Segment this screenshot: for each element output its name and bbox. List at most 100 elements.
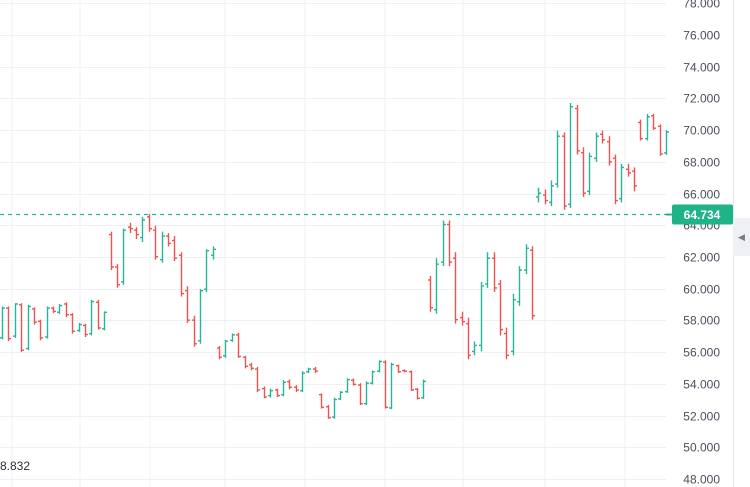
collapse-panel-button[interactable]: ◀ <box>733 218 750 256</box>
ohlc-bar-down <box>217 346 222 360</box>
ohlc-bar-down <box>319 393 324 409</box>
last-price-badge <box>672 204 733 225</box>
y-tick-label: 50.000 <box>683 441 720 455</box>
ohlc-bar-down <box>51 306 56 314</box>
ohlc-bar-down <box>396 364 401 373</box>
ohlc-bar-up <box>0 306 5 340</box>
ohlc-bar-up <box>338 391 343 401</box>
ohlc-bar-up <box>517 266 522 306</box>
ohlc-bar-down <box>166 233 171 247</box>
ohlc-bar-down <box>383 360 388 409</box>
low-price-label: 8.832 <box>0 459 31 473</box>
grid-lines <box>0 0 666 487</box>
ohlc-bar-up <box>13 303 18 338</box>
ohlc-bar-down <box>294 385 299 393</box>
ohlc-bar-down <box>415 388 420 400</box>
ohlc-bar-down <box>409 370 414 392</box>
ohlc-bar-down <box>498 279 503 336</box>
ohlc-bar-up <box>121 228 126 285</box>
ohlc-bar-down <box>460 311 465 326</box>
ohlc-bar-down <box>128 222 133 234</box>
ohlc-bar-down <box>38 319 43 341</box>
ohlc-bar-down <box>562 132 567 210</box>
ohlc-bar-down <box>613 154 618 205</box>
ohlc-bar-up <box>26 304 31 351</box>
y-tick-label: 52.000 <box>683 410 720 424</box>
ohlc-bar-down <box>581 147 586 197</box>
ohlc-bar-up <box>434 258 439 314</box>
ohlc-bar-up <box>619 163 624 203</box>
chevron-left-icon: ◀ <box>738 231 745 242</box>
ohlc-bar-up <box>549 180 554 207</box>
ohlc-bar-up <box>568 103 573 208</box>
ohlc-bar-down <box>447 220 452 267</box>
y-tick-label: 60.000 <box>683 283 720 297</box>
y-tick-label: 68.000 <box>683 156 720 170</box>
ohlc-bar-down <box>275 388 280 397</box>
ohlc-bar-down <box>96 299 101 330</box>
ohlc-bar-down <box>607 136 612 166</box>
ohlc-bar-up <box>223 339 228 358</box>
y-tick-label: 74.000 <box>683 61 720 75</box>
ohlc-bar-down <box>185 286 190 324</box>
ohlc-bar-up <box>102 311 107 331</box>
ohlc-bar-down <box>575 104 580 155</box>
ohlc-bar-down <box>6 306 11 342</box>
ohlc-bar-down <box>153 225 158 260</box>
ohlc-bar-up <box>160 231 165 263</box>
y-tick-label: 76.000 <box>683 29 720 43</box>
ohlc-bar-up <box>211 246 216 260</box>
ohlc-bar-down <box>530 246 535 320</box>
ohlc-bar-down <box>243 355 248 369</box>
ohlc-bar-down <box>134 227 139 240</box>
ohlc-bar-up <box>230 333 235 342</box>
ohlc-bar-up <box>198 289 203 344</box>
ohlc-bar-up <box>389 362 394 410</box>
y-tick-label: 58.000 <box>683 314 720 328</box>
ohlc-bar-up <box>645 113 650 141</box>
y-tick-label: 78.000 <box>683 0 720 11</box>
ohlc-bar-up <box>555 130 560 188</box>
ohlc-bar-down <box>313 366 318 374</box>
price-axis[interactable]: 48.000 50.000 52.000 54.000 56.000 58.000 60.0… <box>666 0 733 487</box>
ohlc-bar-up <box>441 220 446 267</box>
ohlc-bar-up <box>370 370 375 385</box>
ohlc-bar-down <box>262 386 267 399</box>
y-tick-label: 62.000 <box>683 251 720 265</box>
ohlc-bar-down <box>492 252 497 292</box>
ohlc-bar-up <box>536 187 541 203</box>
ohlc-bar-down <box>632 167 637 192</box>
ohlc-bar-down <box>32 307 37 325</box>
ohlc-bar-down <box>147 213 152 232</box>
ohlc-bar-up <box>472 341 477 356</box>
ohlc-bar-down <box>287 379 292 390</box>
ohlc-bar-up <box>140 216 145 242</box>
ohlc-bar-down <box>504 327 509 360</box>
ohlc-bar-down <box>638 119 643 141</box>
y-tick-label: 54.000 <box>683 378 720 392</box>
y-tick-label: 70.000 <box>683 124 720 138</box>
ohlc-bar-down <box>600 130 605 144</box>
ohlc-bar-down <box>109 231 114 270</box>
ohlc-bar-up <box>511 293 516 356</box>
ohlc-bar-down <box>651 113 656 131</box>
ohlc-bar-down <box>453 252 458 324</box>
ohlc-bar-down <box>326 404 331 419</box>
ohlc-bar-down <box>172 236 177 262</box>
ohlc-bar-down <box>428 276 433 312</box>
ohlc-bar-up <box>204 249 209 293</box>
ohlc-bars <box>0 103 669 419</box>
ohlc-bar-down <box>19 303 24 352</box>
ohlc-bar-up <box>664 130 669 155</box>
ohlc-bar-up <box>364 381 369 405</box>
ohlc-bar-up <box>485 252 490 288</box>
ohlc-bar-up <box>421 379 426 399</box>
ohlc-bar-up <box>281 380 286 397</box>
ohlc-bar-down <box>626 163 631 177</box>
ohlc-bar-down <box>358 383 363 405</box>
ohlc-bar-up <box>77 322 82 333</box>
ohlc-bar-down <box>255 366 260 393</box>
ohlc-bar-down <box>83 323 88 337</box>
